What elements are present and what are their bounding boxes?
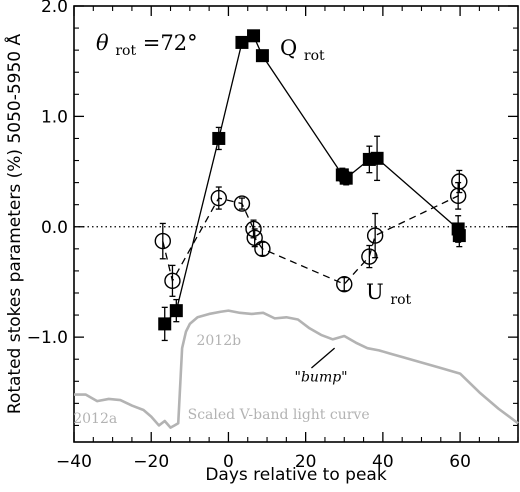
x-tick-label: 40 [372, 452, 394, 472]
u-data-point [245, 220, 262, 238]
u-data-point [164, 272, 181, 290]
q-data-point [255, 49, 269, 63]
data-markers [154, 29, 468, 331]
theta-symbol: θ [96, 31, 109, 55]
bump-pointer-line [311, 347, 336, 369]
series-line-q [164, 34, 460, 325]
series-line-u [162, 181, 460, 285]
x-tick-label: −20 [133, 452, 169, 472]
axis-ticks: −40 −20 0 20 40 60 2.0 1.0 0.0 −1.0 [27, 0, 519, 472]
q-data-point [158, 317, 172, 331]
series-lines [162, 34, 460, 325]
theta-subscript: rot [115, 43, 136, 59]
annotation-2012b: 2012b [196, 333, 241, 349]
error-bars [159, 30, 463, 342]
u-data-point [336, 275, 353, 293]
annotation-2012a: 2012a [73, 411, 117, 427]
series-label-q-subscript: rot [304, 48, 325, 64]
x-axis-title: Days relative to peak [205, 465, 386, 485]
y-tick-label: 1.0 [41, 107, 68, 127]
q-data-point [169, 304, 183, 318]
y-tick-label: 2.0 [41, 0, 68, 17]
x-tick-label: −40 [56, 452, 92, 472]
x-tick-label: 60 [449, 452, 471, 472]
y-tick-label: 0.0 [41, 218, 68, 238]
series-label-q-name: Q [280, 36, 297, 60]
y-tick-label: −1.0 [27, 328, 68, 348]
u-data-point [154, 232, 172, 250]
theta-value: =72° [143, 31, 198, 55]
q-data-point [370, 151, 384, 165]
theta-rotation-label: θ rot =72° [96, 31, 198, 60]
series-label-u-subscript: rot [390, 292, 411, 308]
series-label-u: U rot [366, 280, 412, 308]
q-data-point [247, 29, 261, 43]
series-label-u-name: U [366, 280, 384, 304]
q-data-point [339, 171, 353, 185]
plot-frame [73, 5, 519, 443]
u-data-point [361, 248, 378, 265]
u-data-point [451, 173, 468, 190]
plot-area-border [73, 5, 519, 443]
u-data-point [366, 227, 384, 244]
series-label-q: Q rot [280, 36, 325, 64]
chart-labels: Days relative to peak Rotated stokes par… [3, 31, 412, 485]
annotation-bump: "bump" [295, 369, 348, 385]
light-curve-layer [74, 309, 519, 429]
q-data-point [212, 131, 226, 145]
q-data-point [235, 35, 249, 49]
q-data-point [452, 229, 466, 243]
u-data-point [246, 229, 263, 246]
u-data-point [254, 240, 271, 258]
u-data-point [233, 195, 251, 212]
x-tick-label: 20 [295, 452, 317, 472]
annotation-light-curve-label: Scaled V-band light curve [188, 407, 370, 423]
y-axis-title: Rotated stokes parameters (%) 5050-5950 … [3, 34, 25, 415]
u-data-point [210, 189, 227, 207]
x-tick-label: 0 [223, 452, 234, 472]
v-band-light-curve [74, 309, 519, 429]
